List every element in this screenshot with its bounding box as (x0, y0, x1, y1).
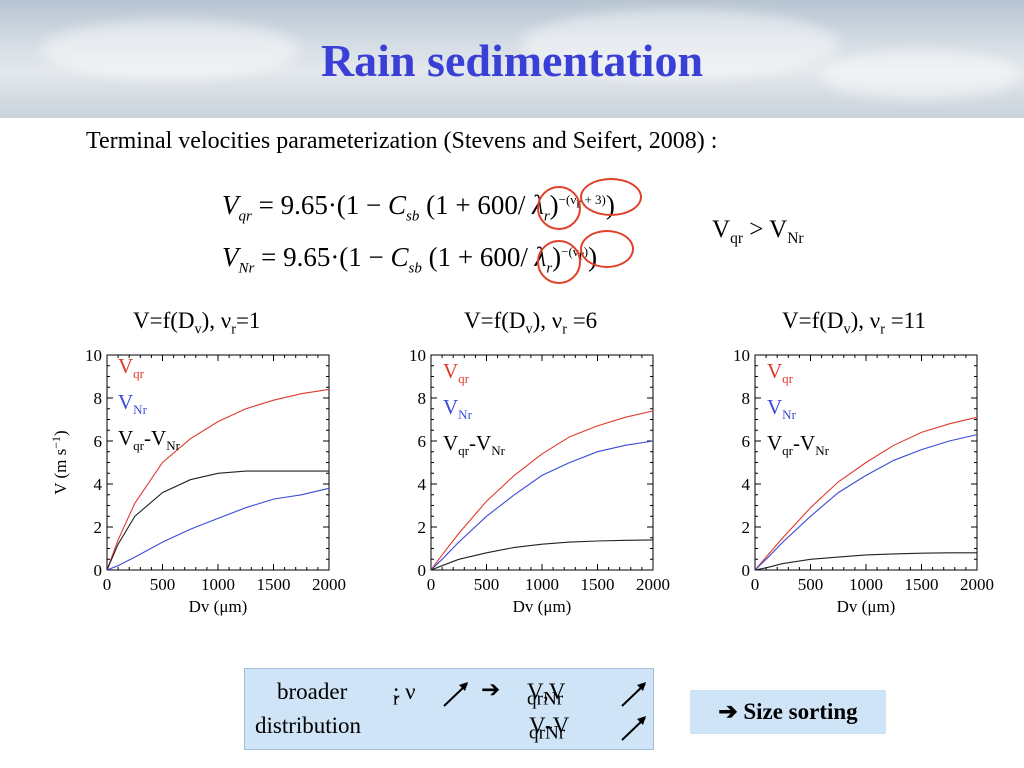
series-line-black (106, 470, 329, 571)
legend-3: Vqr VNr Vqr-VNr (767, 357, 829, 466)
series-line-red (106, 388, 330, 571)
legend-diff: Vqr-VNr (118, 426, 180, 454)
y-tick-label: 8 (742, 389, 751, 408)
increase-arrow-icon (443, 682, 468, 707)
x-axis-label: Dv (μm) (189, 597, 248, 616)
intro-text: Terminal velocities parameterization (St… (86, 128, 718, 154)
y-tick-label: 4 (418, 475, 427, 494)
y-tick-label: 8 (418, 389, 427, 408)
x-tick-label: 1000 (525, 575, 559, 594)
legend-diff: Vqr-VNr (767, 431, 829, 459)
legend-vqr: Vqr (443, 359, 470, 387)
plot-1-svg: 0 500 1000 1500 2000 0 2 4 6 8 10 Dv (μm) V (m s−1) (49, 346, 346, 616)
y-tick-label: 2 (94, 518, 103, 537)
series-line-black (754, 552, 977, 571)
y-tick-label: 4 (94, 475, 103, 494)
x-tick-label: 1000 (201, 575, 235, 594)
broader-label: broader (277, 679, 348, 704)
x-tick-label: 1000 (849, 575, 883, 594)
y-tick-label: 0 (418, 561, 427, 580)
x-tick-label: 2000 (960, 575, 994, 594)
x-tick-label: 500 (798, 575, 824, 594)
x-tick-label: 1500 (257, 575, 291, 594)
legend-1: Vqr VNr Vqr-VNr (118, 352, 180, 461)
x-axis-label: Dv (μm) (513, 597, 572, 616)
series-line-blue (754, 434, 978, 571)
exponent-highlight-circle-1 (580, 178, 642, 216)
x-tick-label: 2000 (636, 575, 670, 594)
series-line-blue (430, 440, 654, 571)
y-tick-label: 2 (418, 518, 427, 537)
plot-1: 0 500 1000 1500 2000 0 2 4 6 8 10 Dv (μm) V (m s−1) (40, 340, 360, 635)
lambda-highlight-circle-2 (537, 240, 581, 284)
y-tick-label: 6 (94, 432, 103, 451)
y-tick-label: 0 (742, 561, 751, 580)
plot-2: 0 500 1000 1500 2000 0 2 4 6 8 10 Dv (μm) (364, 340, 684, 635)
y-tick-label: 10 (85, 346, 102, 365)
legend-2: Vqr VNr Vqr-VNr (443, 357, 505, 466)
implies-arrow-icon: ➔ (481, 677, 501, 702)
y-tick-label: 0 (94, 561, 103, 580)
x-tick-label: 500 (474, 575, 500, 594)
x-tick-label: 1500 (581, 575, 615, 594)
x-tick-label: 0 (427, 575, 436, 594)
header-banner (0, 0, 1024, 118)
legend-vnr: VNr (767, 395, 796, 423)
plot-2-svg: 0 500 1000 1500 2000 0 2 4 6 8 10 Dv (μm) (409, 346, 670, 616)
panel-title-1: V=f(Dv), νr=1 (133, 308, 261, 338)
y-axis-label: V (m s−1) (49, 430, 70, 494)
y-tick-label: 6 (418, 432, 427, 451)
y-tick-label: 4 (742, 475, 751, 494)
x-tick-label: 500 (150, 575, 176, 594)
legend-diff: Vqr-VNr (443, 431, 505, 459)
increase-arrow-icon (621, 682, 646, 707)
x-tick-label: 1500 (905, 575, 939, 594)
x-tick-label: 0 (103, 575, 112, 594)
legend-vqr: Vqr (118, 354, 145, 382)
series-line-black (430, 539, 654, 571)
plot-3: 0 500 1000 1500 2000 0 2 4 6 8 10 Dv (μm) (688, 340, 1008, 635)
inequality-text: Vqr > VNr (712, 216, 804, 247)
plot-3-svg: 0 500 1000 1500 2000 0 2 4 6 8 10 Dv (μm) (733, 346, 994, 616)
lambda-highlight-circle-1 (537, 186, 581, 230)
series-line-blue (106, 487, 330, 571)
distribution-label: distribution (255, 713, 362, 738)
size-sorting-box: ➔ Size sorting (690, 690, 886, 734)
x-axis-label: Dv (μm) (837, 597, 896, 616)
x-tick-label: 0 (751, 575, 760, 594)
series-line-red (754, 416, 978, 571)
y-tick-label: 10 (733, 346, 750, 365)
increase-arrow-icon (621, 716, 646, 741)
y-tick-label: 8 (94, 389, 103, 408)
legend-vnr: VNr (118, 390, 147, 418)
y-tick-label: 10 (409, 346, 426, 365)
panel-title-2: V=f(Dv), νr =6 (464, 308, 598, 338)
equation-vqr: Vqr = 9.65·(1 − Csb (1 + 600/ λr)−(νr + … (222, 190, 615, 225)
legend-vqr: Vqr (767, 359, 794, 387)
y-tick-label: 2 (742, 518, 751, 537)
slide-title: Rain sedimentation (320, 35, 704, 86)
panel-title-3: V=f(Dv), νr =11 (782, 308, 926, 338)
exponent-highlight-circle-2 (580, 230, 634, 268)
x-tick-label: 2000 (312, 575, 346, 594)
legend-vnr: VNr (443, 395, 472, 423)
series-line-red (430, 410, 654, 571)
y-tick-label: 6 (742, 432, 751, 451)
